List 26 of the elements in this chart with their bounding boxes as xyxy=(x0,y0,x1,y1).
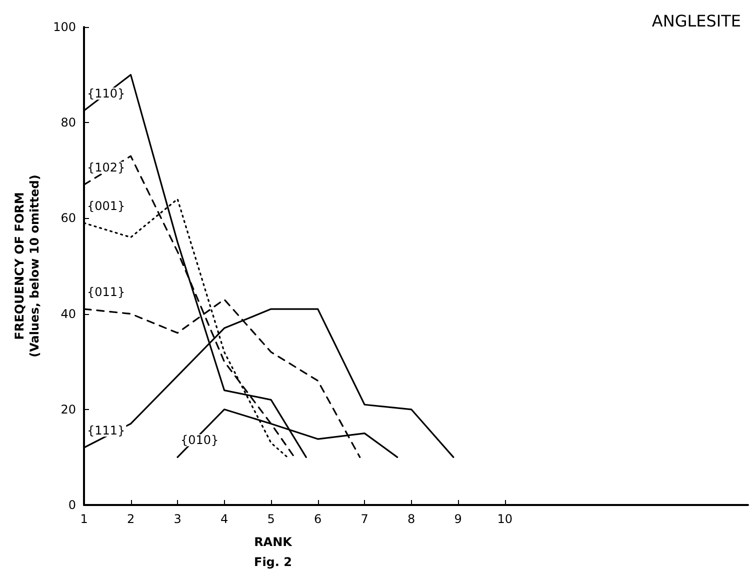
y-axis-title: FREQUENCY OF FORM (Values, below 10 omitted) xyxy=(12,174,42,358)
x-tick-label: 2 xyxy=(126,512,135,526)
x-tick-label: 4 xyxy=(220,512,228,526)
x-tick-label: 9 xyxy=(454,512,462,526)
caption: Fig. 2 xyxy=(254,555,292,569)
x-tick-label: 7 xyxy=(360,512,368,526)
y-tick-label: 20 xyxy=(60,402,76,416)
chart-title: ANGLESITE xyxy=(652,12,741,30)
series-label: {011} xyxy=(87,285,126,300)
x-tick-label: 1 xyxy=(80,512,88,526)
y-tick-label: 80 xyxy=(60,116,76,130)
series-label: {111} xyxy=(87,424,126,438)
series-label: {010} xyxy=(180,433,219,448)
y-tick-label: 60 xyxy=(60,211,76,226)
x-axis-title: RANK xyxy=(254,535,293,549)
series-label: {110} xyxy=(87,86,126,101)
x-tick-label: 5 xyxy=(267,512,275,526)
x-tick-label: 8 xyxy=(408,512,416,526)
x-tick-label: 10 xyxy=(497,512,512,526)
y-tick-label: 40 xyxy=(60,306,76,321)
series-label: {001} xyxy=(87,198,126,213)
y-tick-label: 100 xyxy=(53,20,76,34)
x-tick-label: 3 xyxy=(174,512,182,526)
y-tick-label: 0 xyxy=(68,498,76,512)
series-label: {102} xyxy=(87,160,126,175)
x-tick-label: 6 xyxy=(314,512,322,526)
